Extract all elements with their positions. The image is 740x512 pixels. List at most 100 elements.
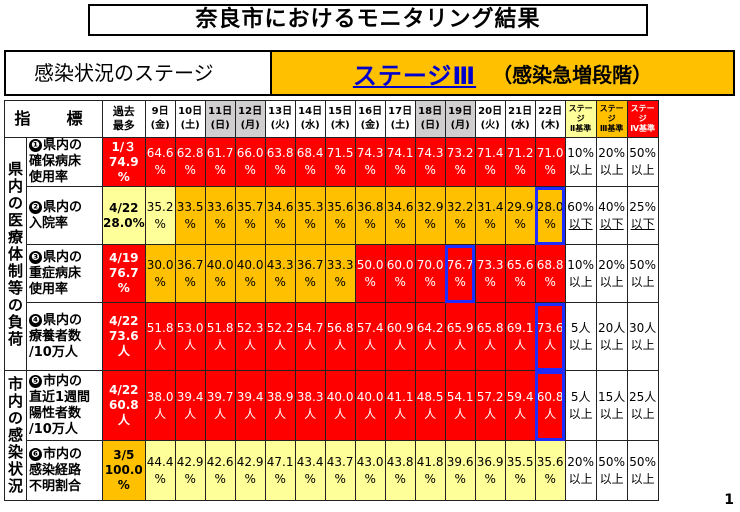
table-row: 市内の感染状況 ❺ 市内の 直近1週間 陽性者数/10万人 4/22 60.8 人 38.0 人 3… [4, 370, 659, 501]
threshold-condition: 以上 [568, 274, 593, 289]
stage-threshold: 50% 以上 [626, 440, 659, 501]
indicator-text: 県内の 重症病床 使用率 [29, 249, 83, 297]
table-row: 県内の医療体制等の負荷 ❶ 県内の 確保病床 使用率 1/３ 74.9% 64.6% 62.8%… [4, 137, 659, 371]
header-date: 11日 (日) [204, 100, 236, 138]
value-cell: 73.6 人 [534, 302, 566, 371]
indicator-number: ❶ [29, 139, 42, 152]
header-date: 21日 (水) [504, 100, 536, 138]
stage-threshold: 25人 以上 [626, 370, 659, 441]
value-cell: 71.5% [324, 137, 356, 187]
value-cell: 33.6% [204, 186, 236, 245]
group-label: 市内の感染状況 [4, 370, 27, 501]
value-cell: 35.3% [294, 186, 326, 245]
table-header-row: 指 標過去 最多 9日 (金) 10日 (土) 11日 (日) 12日 (月) 13日 (火) 14日(… [4, 100, 659, 138]
value-cell: 65.9 人 [444, 302, 476, 371]
value-cell: 61.7% [204, 137, 236, 187]
stage-threshold: 15人 以上 [595, 370, 628, 441]
value-cell: 43.0% [354, 440, 386, 501]
threshold-value: 15人 [598, 389, 626, 404]
threshold-value: 5人 [570, 320, 591, 335]
value-cell: 51.8 人 [144, 302, 176, 371]
threshold-condition: 以下 [630, 216, 655, 231]
value-cell: 47.1% [264, 440, 296, 501]
value-cell: 41.8% [414, 440, 446, 501]
value-cell: 71.0% [534, 137, 566, 187]
value-cell: 57.2 人 [474, 370, 506, 441]
value-cell: 35.2% [144, 186, 176, 245]
value-cell: 39.4 人 [234, 370, 266, 441]
value-cell: 54.1 人 [444, 370, 476, 441]
header-stage-standard: ステージ Ⅳ基準 [626, 100, 659, 138]
indicator-number: ❸ [29, 250, 42, 264]
value-cell: 40.0 人 [324, 370, 356, 441]
monitoring-table: 指 標過去 最多 9日 (金) 10日 (土) 11日 (日) 12日 (月) 13日 (火) 14日(… [4, 100, 659, 501]
indicator-text: 県内の 療養者数/10万人 [29, 312, 83, 360]
past-max-value: 1/３ 74.9% [102, 137, 146, 187]
value-cell: 50.0% [354, 244, 386, 303]
value-cell: 44.4% [144, 440, 176, 501]
past-max-value: 4/22 60.8 人 [102, 370, 146, 441]
value-cell: 35.6% [534, 440, 566, 501]
threshold-condition: 以上 [599, 274, 624, 289]
header-stage-standard: ステージ Ⅲ基準 [595, 100, 628, 138]
value-cell: 65.8 人 [474, 302, 506, 371]
stage-threshold: 10% 以上 [564, 137, 597, 187]
value-cell: 39.4 人 [174, 370, 206, 441]
value-cell: 40.0 人 [354, 370, 386, 441]
threshold-value: 50% [629, 257, 656, 272]
header-date: 9日 (金) [144, 100, 176, 138]
threshold-condition: 以上 [630, 406, 655, 421]
value-cell: 66.0% [234, 137, 266, 187]
value-cell: 32.2% [444, 186, 476, 245]
indicator-label: ❸ 県内の 重症病床 使用率 [26, 244, 103, 303]
value-cell: 51.8 人 [204, 302, 236, 371]
header-date: 22日 (木) [534, 100, 566, 138]
stage-threshold: 60% 以下 [564, 186, 597, 245]
indicator-label: ❷ 県内の 入院率 [26, 186, 103, 245]
value-cell: 38.9 人 [264, 370, 296, 441]
value-cell: 65.6% [504, 244, 536, 303]
value-cell: 68.4% [294, 137, 326, 187]
value-cell: 40.0% [234, 244, 266, 303]
header-date: 10日 (土) [174, 100, 206, 138]
value-cell: 34.6% [264, 186, 296, 245]
stage-threshold: 20% 以上 [595, 244, 628, 303]
indicator-text: 県内の 確保病床 使用率 [29, 138, 83, 186]
value-cell: 28.0% [534, 186, 566, 245]
value-cell: 38.0 人 [144, 370, 176, 441]
threshold-condition: 以上 [568, 337, 593, 352]
group-label: 県内の医療体制等の負荷 [4, 137, 27, 371]
table-row: ❷ 県内の 入院率 4/22 28.0% 35.2% 33.5% 33.6% 35.7% 34.6… [5, 186, 659, 245]
value-cell: 73.2% [444, 137, 476, 187]
value-cell: 71.4% [474, 137, 506, 187]
value-cell: 74.1% [384, 137, 416, 187]
value-cell: 35.7% [234, 186, 266, 245]
threshold-value: 50% [629, 454, 656, 469]
indicator-text: 市内の 直近1週間 陽性者数/10万人 [29, 373, 91, 437]
stage-threshold: 50% 以上 [626, 137, 659, 187]
threshold-condition: 以上 [599, 337, 624, 352]
indicator-text: 県内の 入院率 [29, 199, 83, 231]
threshold-value: 60% [567, 199, 594, 214]
value-cell: 42.9% [234, 440, 266, 501]
value-cell: 57.4 人 [354, 302, 386, 371]
value-cell: 48.5 人 [414, 370, 446, 441]
threshold-value: 20% [598, 146, 625, 160]
value-cell: 71.2% [504, 137, 536, 187]
value-cell: 36.7% [294, 244, 326, 303]
value-cell: 43.7% [324, 440, 356, 501]
value-cell: 29.9% [504, 186, 536, 245]
page-number: 1 [724, 492, 734, 508]
threshold-condition: 以上 [599, 163, 624, 177]
threshold-condition: 以上 [568, 471, 593, 486]
threshold-value: 25% [629, 199, 656, 214]
header-date: 18日 (日) [414, 100, 446, 138]
header-date: 14日 (水) [294, 100, 326, 138]
value-cell: 59.4 人 [504, 370, 536, 441]
stage-value-box: ステージⅢ （感染急増段階） [272, 52, 733, 94]
threshold-value: 30人 [629, 320, 657, 335]
threshold-value: 50% [629, 146, 656, 160]
threshold-value: 20% [567, 454, 594, 469]
stage-threshold: 20% 以上 [595, 137, 628, 187]
stage-threshold: 20人 以上 [595, 302, 628, 371]
